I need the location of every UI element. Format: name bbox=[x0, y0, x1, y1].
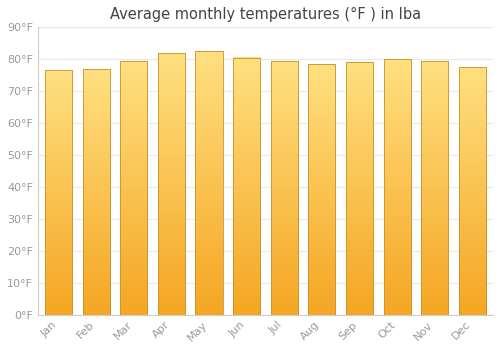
Bar bbox=[158, 53, 185, 315]
Bar bbox=[346, 62, 373, 315]
Bar bbox=[45, 70, 72, 315]
Bar bbox=[196, 51, 222, 315]
Bar bbox=[308, 64, 336, 315]
Bar bbox=[421, 61, 448, 315]
Bar bbox=[459, 67, 486, 315]
Bar bbox=[384, 59, 410, 315]
Bar bbox=[270, 61, 298, 315]
Bar bbox=[120, 61, 148, 315]
Bar bbox=[82, 69, 110, 315]
Title: Average monthly temperatures (°F ) in Iba: Average monthly temperatures (°F ) in Ib… bbox=[110, 7, 421, 22]
Bar bbox=[233, 58, 260, 315]
